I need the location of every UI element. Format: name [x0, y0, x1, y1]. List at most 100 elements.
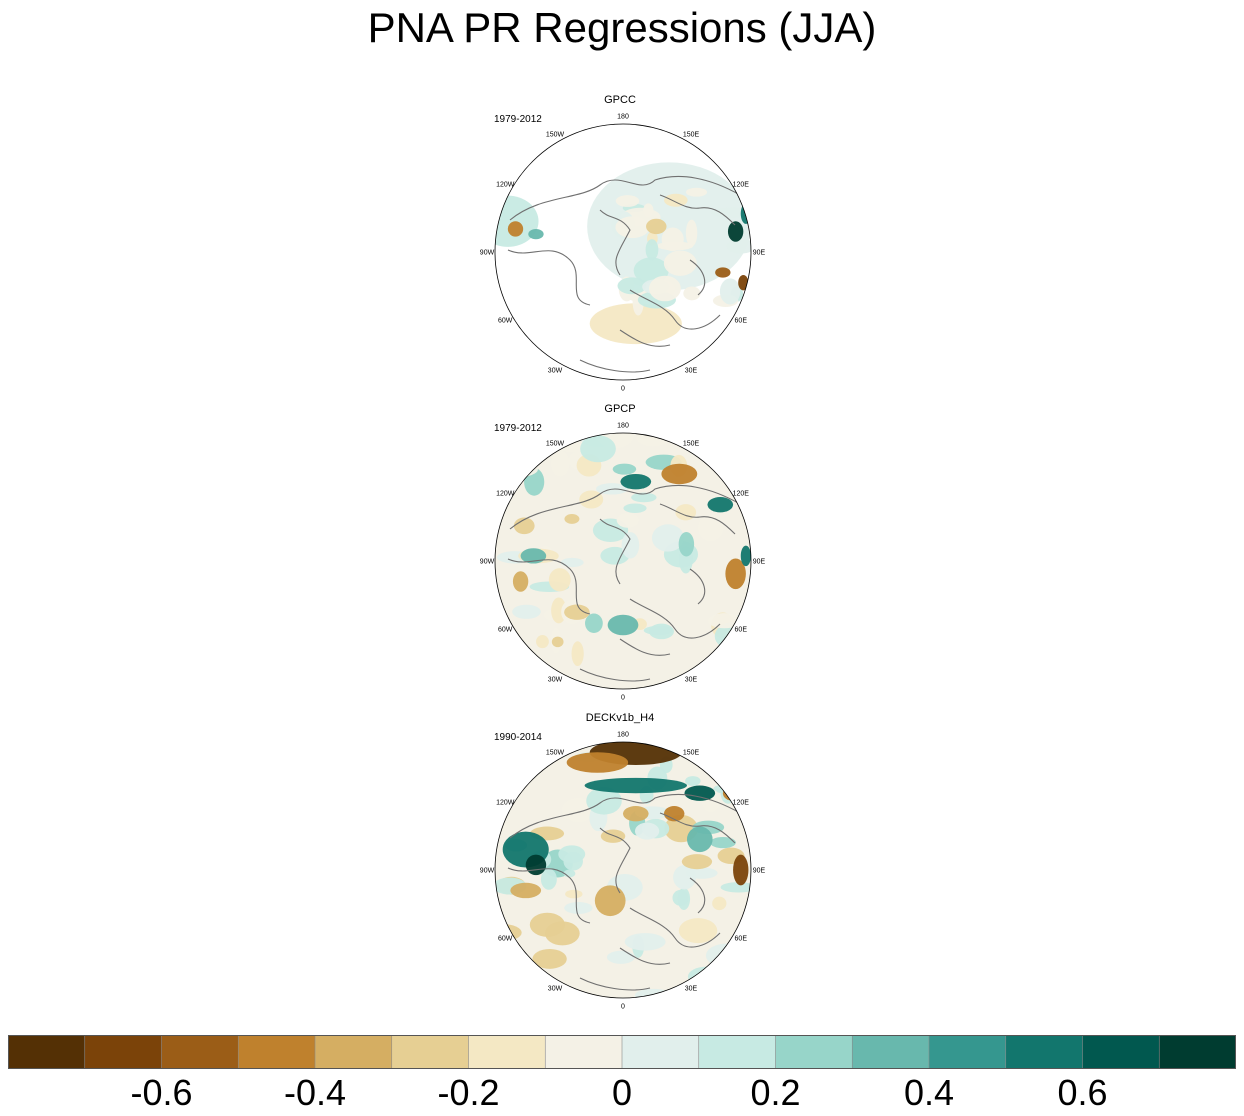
longitude-label: 120E — [733, 182, 750, 189]
map-panel-gpcp: GPCP 1979-2012 180 150E 120E 90E 60E 30E 0 30W 6… — [470, 403, 770, 709]
longitude-label: 90E — [753, 868, 766, 875]
longitude-label: 60E — [735, 627, 748, 634]
colorbar-swatch — [84, 1035, 163, 1069]
map-frame — [494, 432, 752, 690]
longitude-label: 60W — [498, 627, 513, 634]
polar-map: 180 150E 120E 90E 60E 30E 0 30W 60W 90W 120W 150W — [480, 114, 766, 393]
longitude-label: 30E — [685, 985, 698, 992]
longitude-label: 0 — [621, 386, 625, 393]
coastline — [629, 598, 721, 639]
longitude-label: 30E — [685, 367, 698, 374]
panel-period: 1979-2012 — [494, 114, 542, 125]
coastline — [579, 668, 651, 682]
coastline — [579, 359, 651, 373]
polar-map: 180 150E 120E 90E 60E 30E 0 30W 60W 90W 120W 150W — [480, 732, 766, 1011]
coastline — [619, 329, 671, 347]
longitude-label: 120E — [733, 491, 750, 498]
longitude-label: 0 — [621, 1004, 625, 1011]
longitude-label: 30W — [548, 985, 563, 992]
longitude-label: 150W — [546, 441, 565, 448]
coastline — [509, 484, 741, 530]
colorbar-tick-label: -0.2 — [437, 1072, 500, 1113]
colorbar-tick-label: 0.6 — [1057, 1072, 1108, 1113]
longitude-label: 90E — [753, 559, 766, 566]
longitude-label: 150E — [683, 441, 700, 448]
map-panel-deck: DECKv1b_H4 1990-2014 180 150E 120E 90E 60E 30… — [470, 712, 770, 1018]
coastline — [507, 249, 591, 306]
colorbar-tick-label: -0.6 — [130, 1072, 193, 1113]
colorbar-swatch — [1158, 1035, 1236, 1069]
colorbar-swatch — [851, 1035, 930, 1069]
coastline — [579, 977, 651, 991]
colorbar — [8, 1035, 1236, 1069]
longitude-label: 60E — [735, 318, 748, 325]
panel-title: DECKv1b_H4 — [585, 712, 655, 724]
colorbar-tick-label: 0 — [611, 1072, 633, 1113]
colorbar-swatch — [8, 1035, 86, 1069]
coastline — [659, 812, 736, 844]
colorbar-swatch — [314, 1035, 393, 1069]
longitude-label: 60W — [498, 318, 513, 325]
longitude-label: 120W — [496, 491, 515, 498]
coastline — [659, 194, 736, 226]
colorbar-swatch — [775, 1035, 854, 1069]
map-panel-gpcc: GPCC 1979-2012 180 150E 120E 90E 60E 30E 0 30W 6… — [470, 94, 770, 400]
colorbar-swatch — [1082, 1035, 1161, 1069]
coastline — [689, 568, 706, 605]
colorbar-tick-label: 0.4 — [903, 1072, 955, 1113]
map-frame — [494, 741, 752, 999]
coastline — [629, 907, 721, 948]
longitude-label: 30E — [685, 676, 698, 683]
longitude-label: 120E — [733, 800, 750, 807]
longitude-label: 90W — [480, 868, 495, 875]
colorbar-swatch — [928, 1035, 1007, 1069]
colorbar-tick-label: -0.4 — [283, 1072, 347, 1113]
coastline — [509, 793, 741, 839]
longitude-label: 180 — [617, 732, 629, 739]
coastline — [689, 259, 706, 296]
longitude-label: 120W — [496, 800, 515, 807]
longitude-label: 120W — [496, 182, 515, 189]
longitude-label: 180 — [617, 114, 629, 121]
coastline — [509, 175, 741, 221]
longitude-label: 30W — [548, 367, 563, 374]
coastline — [599, 209, 631, 276]
colorbar-labels: -0.6 -0.4 -0.2 0 0.2 0.4 0.6 — [0, 1072, 1244, 1116]
panel-title: GPCP — [604, 403, 636, 415]
colorbar-swatch — [698, 1035, 777, 1069]
longitude-label: 90W — [480, 250, 495, 257]
colorbar-swatch — [391, 1035, 470, 1069]
coastline — [507, 867, 591, 924]
coastline — [689, 877, 706, 914]
colorbar-swatch — [468, 1035, 547, 1069]
polar-map: 180 150E 120E 90E 60E 30E 0 30W 60W 90W 120W 150W — [480, 423, 766, 702]
map-frame — [494, 123, 752, 381]
longitude-label: 60W — [498, 936, 513, 943]
longitude-label: 30W — [548, 676, 563, 683]
coastline — [599, 518, 631, 585]
longitude-label: 180 — [617, 423, 629, 430]
longitude-label: 90W — [480, 559, 495, 566]
colorbar-tick-label: 0.2 — [750, 1072, 801, 1113]
colorbar-swatch — [1005, 1035, 1084, 1069]
coastline — [629, 289, 721, 330]
longitude-label: 150E — [683, 750, 700, 757]
panel-title: GPCC — [604, 94, 636, 106]
longitude-label: 90E — [753, 250, 766, 257]
panel-period: 1979-2012 — [494, 423, 542, 434]
colorbar-swatch — [544, 1035, 623, 1069]
colorbar-swatch — [161, 1035, 240, 1069]
longitude-label: 150W — [546, 132, 565, 139]
figure-title: PNA PR Regressions (JJA) — [367, 4, 877, 51]
colorbar-swatch — [237, 1035, 316, 1069]
coastline — [619, 947, 671, 965]
coastline — [599, 827, 631, 894]
coastline — [507, 558, 591, 615]
longitude-label: 60E — [735, 936, 748, 943]
coastline — [659, 503, 736, 535]
longitude-label: 150W — [546, 750, 565, 757]
panel-period: 1990-2014 — [494, 732, 542, 743]
colorbar-swatch — [621, 1035, 700, 1069]
longitude-label: 0 — [621, 695, 625, 702]
longitude-label: 150E — [683, 132, 700, 139]
